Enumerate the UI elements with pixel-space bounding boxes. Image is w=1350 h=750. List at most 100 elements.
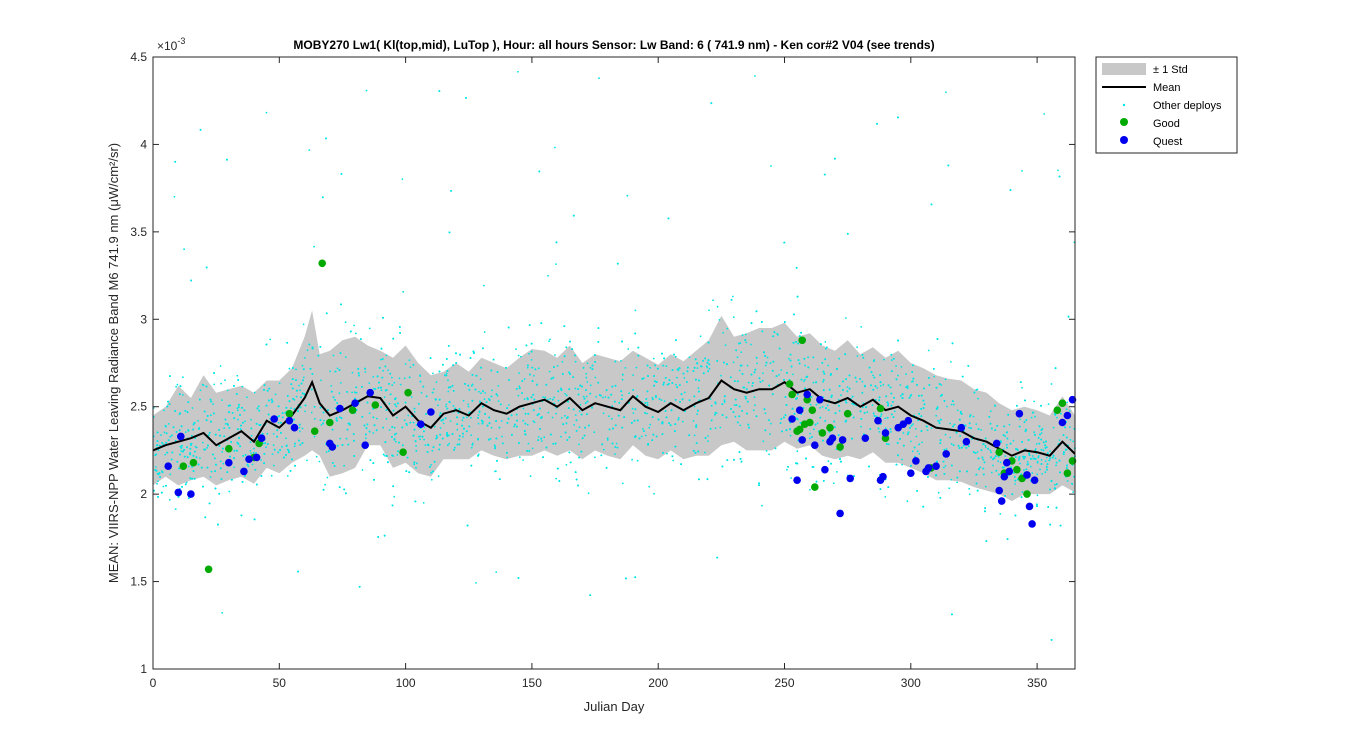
- other-deploy-point: [308, 343, 311, 346]
- other-deploy-point: [707, 435, 709, 437]
- other-deploy-point: [462, 435, 464, 438]
- other-deploy-point: [368, 412, 371, 414]
- other-deploy-point: [682, 372, 685, 375]
- other-deploy-point: [424, 444, 427, 446]
- other-deploy-point: [676, 376, 678, 379]
- other-deploy-point: [915, 435, 918, 438]
- other-deploy-point: [791, 407, 794, 410]
- other-deploy-point: [445, 372, 448, 375]
- other-deploy-point: [456, 428, 459, 431]
- plot-area: [152, 56, 1077, 670]
- other-deploy-point: [1052, 426, 1055, 429]
- other-deploy-point: [945, 448, 948, 450]
- other-deploy-point: [315, 455, 318, 458]
- other-deploy-point: [201, 383, 204, 386]
- other-deploy-point: [846, 386, 849, 388]
- other-deploy-point: [654, 364, 656, 367]
- other-deploy-point: [837, 434, 840, 437]
- other-deploy-point: [336, 367, 339, 370]
- other-deploy-point: [330, 385, 333, 387]
- other-deploy-point: [621, 394, 623, 397]
- other-deploy-point: [403, 377, 406, 380]
- other-deploy-point: [950, 442, 953, 445]
- other-deploy-point: [537, 439, 540, 441]
- other-deploy-point: [984, 485, 987, 488]
- other-deploy-point: [156, 482, 159, 485]
- other-deploy-point: [549, 338, 551, 341]
- other-deploy-point: [732, 316, 735, 319]
- other-deploy-point: [492, 358, 495, 361]
- other-deploy-point: [184, 431, 187, 433]
- other-deploy-point: [879, 384, 882, 387]
- other-deploy-point: [846, 390, 849, 393]
- other-deploy-point: [547, 274, 549, 277]
- other-deploy-point: [732, 295, 734, 298]
- other-deploy-point: [1066, 480, 1069, 482]
- other-deploy-point: [433, 425, 436, 428]
- other-deploy-point: [608, 415, 610, 418]
- other-deploy-point: [391, 436, 393, 438]
- other-deploy-point: [606, 439, 609, 441]
- other-deploy-point: [887, 486, 890, 488]
- other-deploy-point: [391, 504, 394, 507]
- other-deploy-point: [708, 363, 711, 366]
- other-deploy-point: [160, 434, 162, 436]
- other-deploy-point: [738, 369, 741, 372]
- other-deploy-point: [554, 146, 556, 149]
- other-deploy-point: [587, 492, 590, 495]
- other-deploy-point: [724, 344, 727, 346]
- other-deploy-point: [683, 391, 686, 394]
- other-deploy-point: [155, 466, 157, 468]
- other-deploy-point: [602, 396, 604, 399]
- other-deploy-point: [812, 381, 815, 384]
- other-deploy-point: [754, 75, 756, 77]
- other-deploy-point: [343, 464, 345, 467]
- other-deploy-point: [518, 372, 520, 374]
- other-deploy-point: [865, 406, 867, 409]
- other-deploy-point: [1006, 446, 1008, 449]
- other-deploy-point: [191, 466, 193, 468]
- other-deploy-point: [478, 390, 480, 393]
- other-deploy-point: [464, 383, 466, 385]
- other-deploy-point: [365, 89, 368, 92]
- other-deploy-point: [821, 406, 824, 408]
- other-deploy-point: [249, 449, 252, 452]
- other-deploy-point: [917, 419, 920, 422]
- other-deploy-point: [296, 389, 298, 392]
- other-deploy-point: [746, 364, 749, 367]
- other-deploy-point: [484, 392, 486, 394]
- other-deploy-point: [219, 460, 222, 463]
- other-deploy-point: [765, 450, 768, 452]
- other-deploy-point: [956, 481, 959, 484]
- other-deploy-point: [184, 483, 187, 486]
- other-deploy-point: [621, 378, 624, 381]
- other-deploy-point: [631, 458, 633, 461]
- other-deploy-point: [751, 384, 754, 387]
- other-deploy-point: [940, 384, 943, 386]
- other-deploy-point: [616, 446, 619, 449]
- other-deploy-point: [686, 370, 689, 373]
- other-deploy-point: [302, 379, 304, 382]
- other-deploy-point: [1040, 404, 1042, 407]
- other-deploy-point: [574, 414, 577, 416]
- other-deploy-point: [1041, 473, 1044, 475]
- other-deploy-point: [997, 460, 999, 462]
- other-deploy-point: [696, 413, 698, 416]
- other-deploy-point: [555, 477, 558, 480]
- other-deploy-point: [744, 395, 747, 398]
- other-deploy-point: [819, 416, 822, 419]
- other-deploy-point: [241, 406, 244, 409]
- other-deploy-point: [277, 451, 280, 454]
- other-deploy-point: [662, 364, 665, 367]
- other-deploy-point: [602, 412, 605, 415]
- other-deploy-point: [357, 368, 360, 370]
- other-deploy-point: [1036, 494, 1039, 497]
- other-deploy-point: [537, 367, 540, 370]
- other-deploy-point: [183, 449, 185, 451]
- other-deploy-point: [944, 378, 947, 381]
- other-deploy-point: [353, 324, 355, 327]
- other-deploy-point: [280, 421, 282, 424]
- other-deploy-point: [344, 321, 347, 324]
- other-deploy-point: [387, 369, 389, 371]
- other-deploy-point: [508, 404, 510, 406]
